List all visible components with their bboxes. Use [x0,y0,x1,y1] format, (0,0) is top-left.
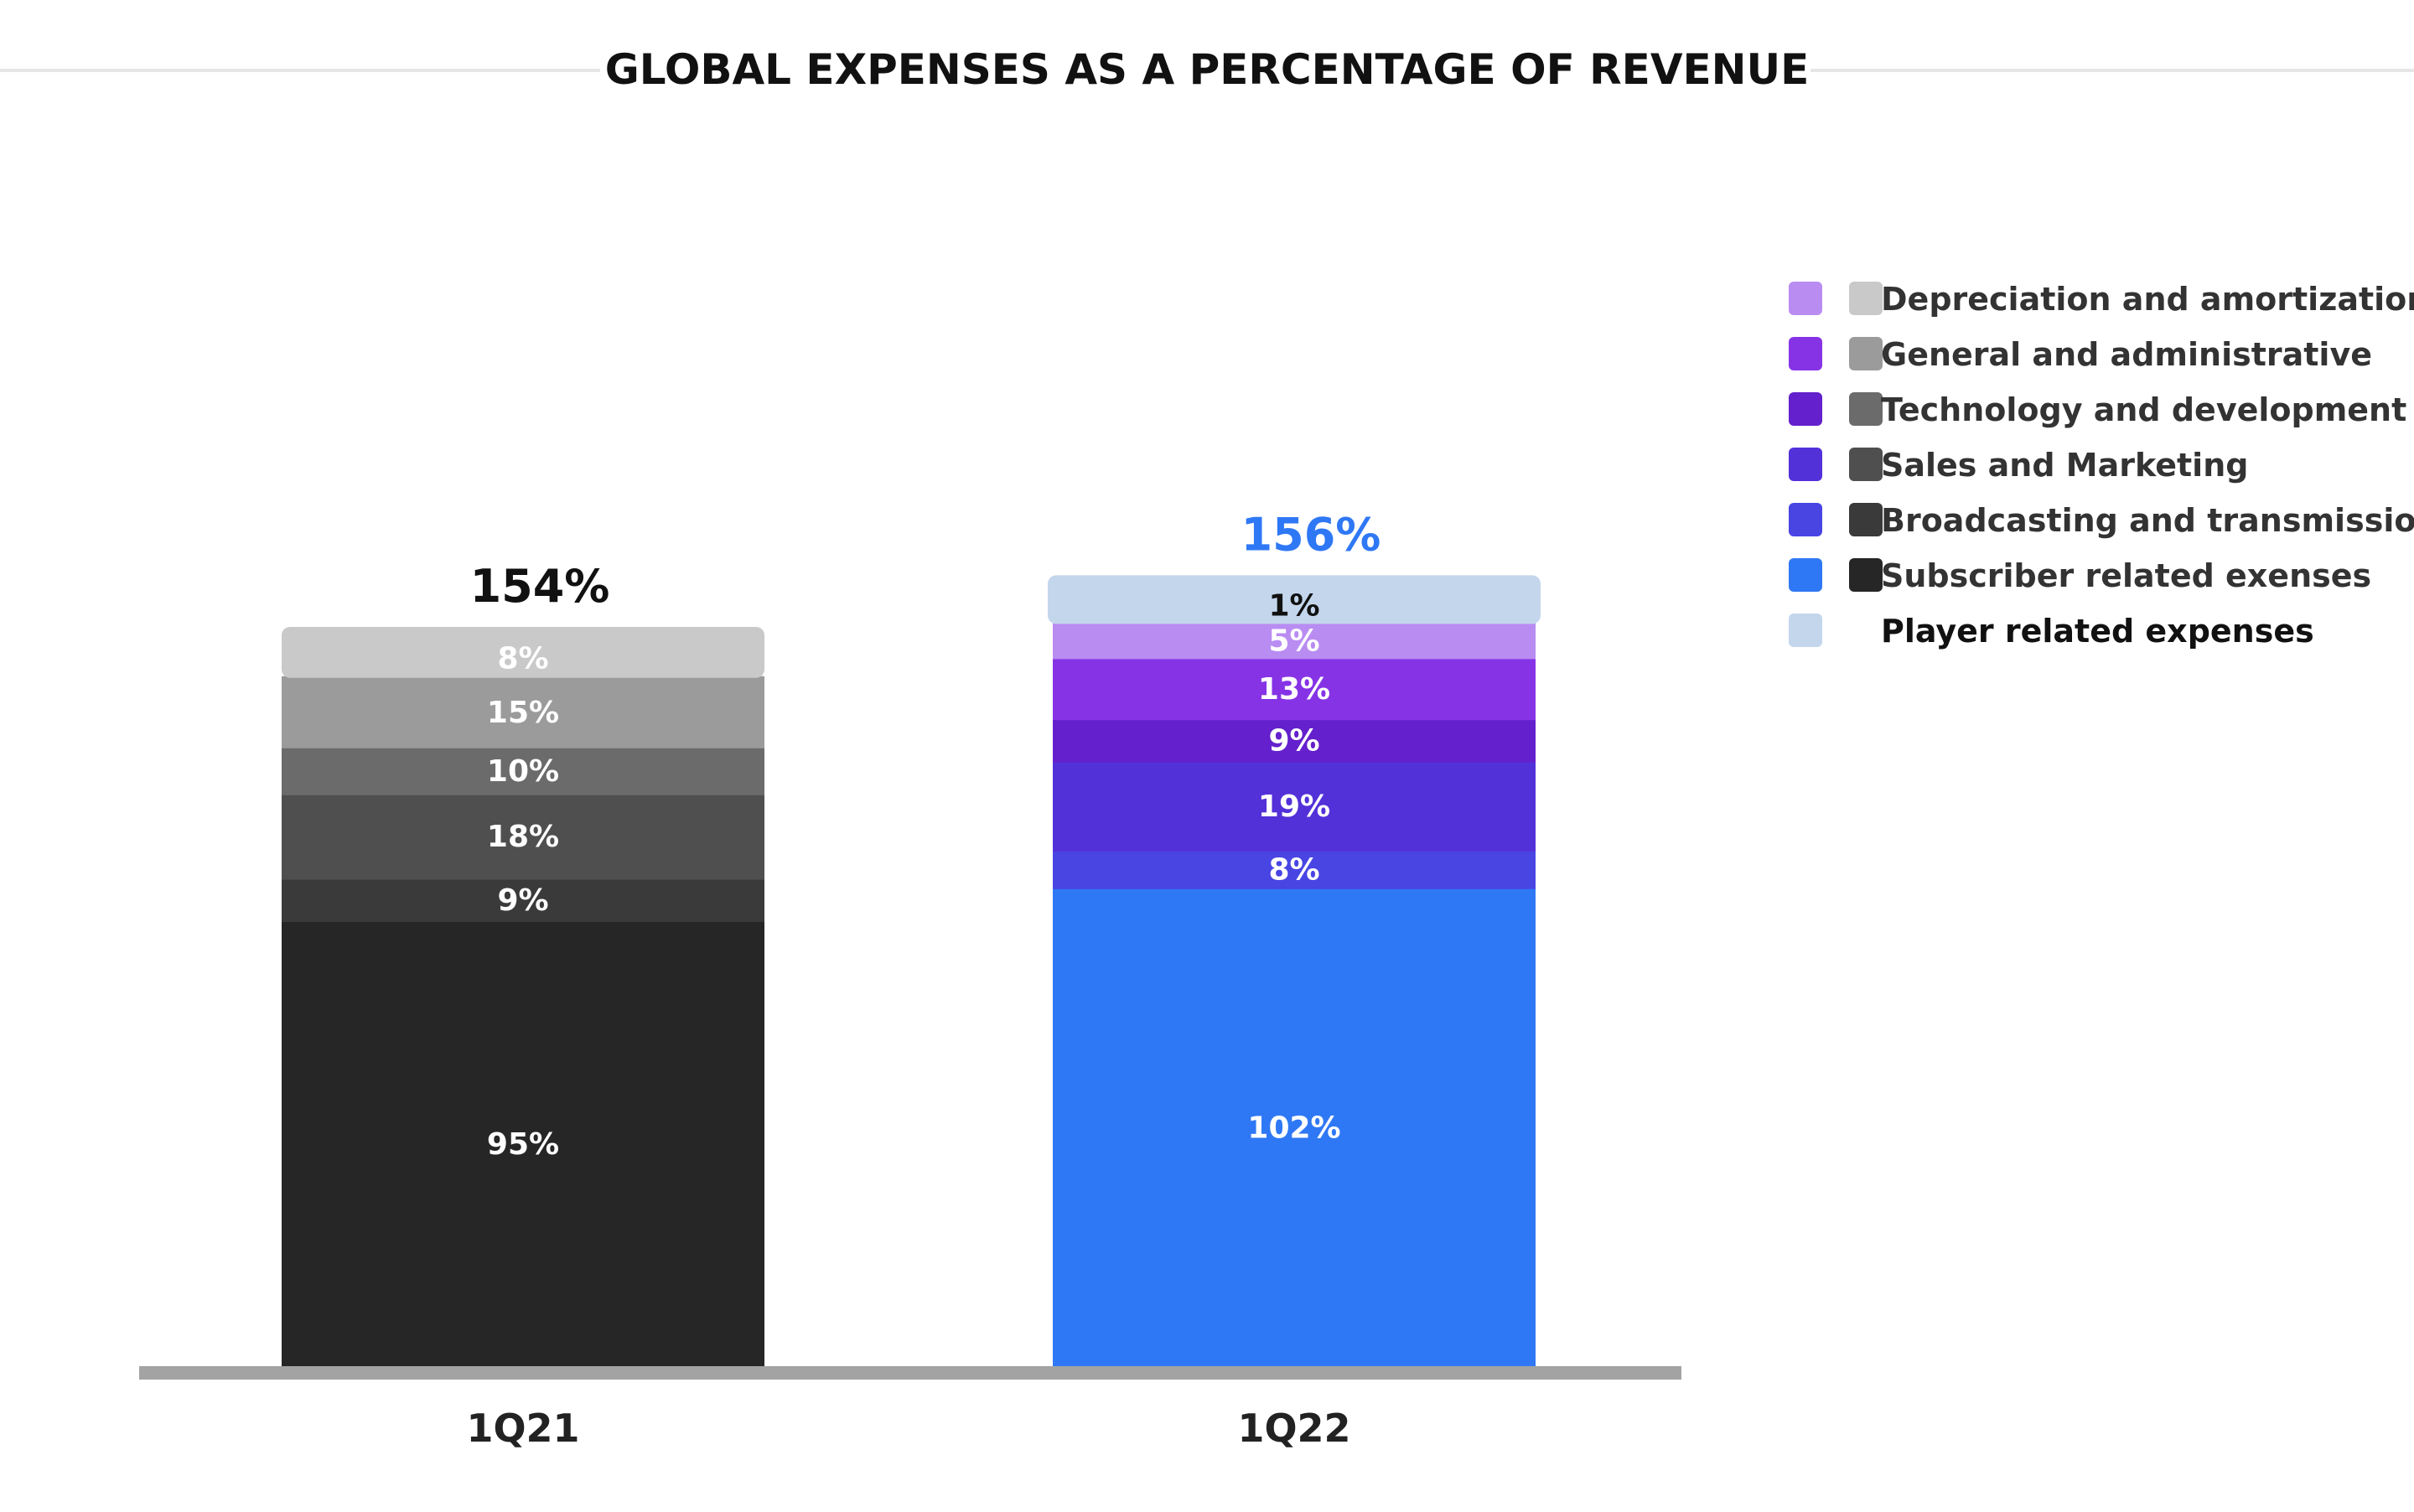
baseline-axis [139,1366,1681,1380]
legend-item: General and administrative [1789,336,2372,373]
legend-swatch-1q21 [1849,282,1883,315]
bar-segment-1q21-subscriber [282,920,764,1366]
legend-item: Sales and Marketing [1789,447,2248,484]
segment-label-1q22-depreciation: 5% [1268,624,1319,658]
legend-swatch-1q22 [1789,337,1822,370]
bar-segment-1q22-depreciation [1053,622,1536,660]
legend-label: Subscriber related exenses [1881,557,2371,594]
legend-swatch-1q21 [1849,448,1883,481]
bar-segment-1q21-depreciation [282,627,764,678]
segment-label-1q22-subscriber: 102% [1247,1111,1340,1145]
bar-segment-1q21-sales [282,793,764,880]
legend-label: Depreciation and amortization [1881,281,2414,318]
legend-swatch-1q22 [1789,282,1822,315]
legend-label: General and administrative [1881,336,2372,373]
segment-labels-layer: 95% 9% 18% 10% 15% 8% 102% 8% 19% 9% 13% 5%1% [487,588,1341,1162]
legend-swatch-1q22 [1789,558,1822,592]
bar-segment-1q22-broadcasting [1053,850,1536,889]
total-labels-layer: 154% 156% [470,508,1381,613]
segment-label-1q22-broadcasting: 8% [1268,852,1319,887]
bar-segment-1q22-player [1048,575,1541,624]
legend-item: Player related expenses [1789,613,2314,650]
bar-segment-1q22-general [1053,657,1536,721]
segment-label-1q22-general: 13% [1258,672,1330,707]
total-label-1q22: 156% [1241,508,1381,561]
legend-swatch-1q21 [1849,503,1883,536]
legend-item: Depreciation and amortization [1789,281,2414,318]
legend-label: Broadcasting and transmission [1881,502,2414,539]
segment-label-1q21-technology: 10% [487,754,559,789]
bar-segment-1q22-technology [1053,718,1536,763]
legend-item: Broadcasting and transmission [1789,502,2414,539]
bar-segment-1q21-technology [282,746,764,795]
bars-layer [282,575,1541,1366]
legend-swatch-1q21 [1849,558,1883,592]
x-tick-label-1q21: 1Q21 [466,1406,579,1451]
total-label-1q21: 154% [470,560,610,613]
legend-swatch-1q22 [1789,503,1822,536]
segment-label-1q21-broadcasting: 9% [497,883,548,918]
legend-item: Subscriber related exenses [1789,557,2371,594]
legend-swatch-1q22 [1789,614,1822,647]
segment-label-1q21-general: 15% [487,696,559,730]
segment-label-1q21-subscriber: 95% [487,1127,559,1162]
bar-segment-1q21-broadcasting [282,878,764,922]
bar-segment-1q22-sales [1053,760,1536,852]
segment-label-1q22-player: 1% [1268,588,1319,623]
segment-label-1q21-depreciation: 8% [497,641,548,676]
legend-label: Technology and development [1881,391,2406,428]
legend-swatch-1q21 [1849,337,1883,370]
legend-label: Sales and Marketing [1881,447,2248,484]
bar-segment-1q22-subscriber [1053,887,1536,1366]
legend-swatch-1q22 [1789,392,1822,426]
legend: Depreciation and amortization General and… [1789,281,2414,650]
x-tick-labels-layer: 1Q21 1Q22 [466,1406,1350,1451]
legend-item: Technology and development [1789,391,2406,428]
chart-title: GLOBAL EXPENSES AS A PERCENTAGE OF REVEN… [605,45,1810,94]
segment-label-1q22-sales: 19% [1258,790,1330,824]
x-tick-label-1q22: 1Q22 [1237,1406,1350,1451]
segment-label-1q22-technology: 9% [1268,723,1319,758]
legend-label: Player related expenses [1881,613,2314,650]
bar-segment-1q21-general [282,676,764,748]
segment-label-1q21-sales: 18% [487,820,559,854]
legend-swatch-1q22 [1789,448,1822,481]
legend-swatch-1q21 [1849,392,1883,426]
